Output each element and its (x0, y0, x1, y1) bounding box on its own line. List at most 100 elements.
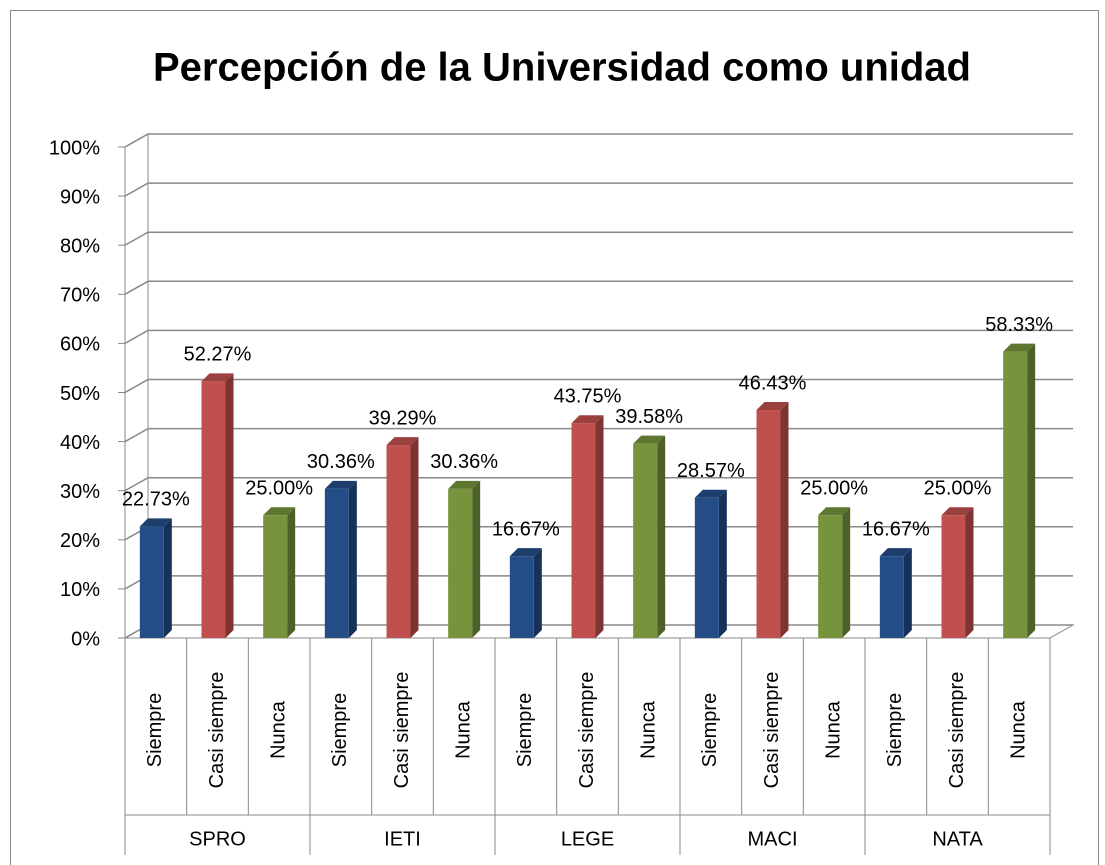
group-label: SPRO (189, 828, 246, 850)
bar-side (780, 402, 789, 638)
category-label: Nunca (1007, 700, 1029, 759)
category-label: Siempre (514, 693, 536, 767)
category-label: Siempre (884, 693, 906, 767)
bar-side (718, 489, 727, 638)
bar-top (756, 402, 789, 411)
bar-side (225, 373, 234, 638)
bar (201, 381, 226, 638)
y-tick-label: 90% (60, 186, 100, 208)
bar-top (818, 507, 851, 516)
bar (756, 410, 781, 638)
y-tick-label: 60% (60, 334, 100, 356)
bar-top (633, 435, 666, 444)
category-label: Nunca (822, 700, 844, 759)
data-label: 30.36% (430, 451, 498, 473)
grid-line (124, 329, 1073, 345)
bar-side (533, 548, 542, 638)
group-label: NATA (932, 828, 983, 850)
data-label: 22.73% (122, 489, 190, 511)
data-label: 16.67% (862, 518, 930, 540)
data-label: 39.29% (369, 407, 437, 429)
bar-side (657, 435, 666, 638)
bar (263, 515, 288, 638)
category-label: Siempre (329, 693, 351, 767)
category-label: Casi siempre (206, 672, 228, 789)
bar-top (571, 415, 604, 424)
chart-title: Percepción de la Universidad como unidad (153, 46, 971, 90)
bar-top (324, 480, 357, 489)
category-label: Nunca (637, 700, 659, 759)
category-label: Siempre (699, 693, 721, 767)
data-label: 39.58% (615, 406, 683, 428)
bar-side (163, 518, 172, 638)
data-label: 43.75% (554, 385, 622, 407)
bar-top (386, 437, 419, 446)
bar (324, 488, 349, 638)
grid-line (124, 231, 1073, 246)
data-label: 46.43% (739, 372, 807, 394)
category-label: Casi siempre (391, 672, 413, 789)
grid-line (124, 280, 1073, 295)
bar-side (472, 480, 481, 638)
y-tick-label: 30% (60, 481, 100, 503)
category-label: Nunca (267, 700, 289, 759)
bar-top (1003, 343, 1036, 352)
bar-side (965, 507, 974, 638)
data-label: 25.00% (800, 478, 868, 500)
y-tick-label: 50% (60, 383, 100, 405)
data-label: 52.27% (184, 344, 252, 366)
y-tick-label: 100% (49, 137, 100, 159)
bar (571, 423, 596, 638)
data-label: 28.57% (677, 460, 745, 482)
bar (386, 445, 411, 638)
bar (448, 488, 473, 638)
y-tick-label: 0% (71, 628, 100, 650)
bar-side (595, 415, 604, 638)
bar-top (879, 548, 912, 557)
y-tick-label: 20% (60, 530, 100, 552)
bar-top (941, 507, 974, 516)
data-label: 30.36% (307, 451, 375, 473)
bar (879, 556, 904, 638)
category-label: Siempre (144, 693, 166, 767)
group-label: IETI (384, 828, 421, 850)
grid-line (124, 133, 1073, 148)
group-label: LEGE (561, 828, 614, 850)
bar-side (348, 480, 357, 638)
bar-top (448, 480, 481, 489)
bar-top (201, 373, 234, 382)
category-label: Casi siempre (946, 672, 968, 789)
category-label: Nunca (452, 700, 474, 759)
bar-top (694, 489, 727, 498)
bar (941, 515, 966, 638)
data-label: 25.00% (245, 478, 313, 500)
bar (633, 443, 658, 638)
group-label: MACI (748, 828, 798, 850)
bar (139, 526, 164, 638)
grid-line (124, 182, 1073, 197)
bar-top (139, 518, 172, 527)
category-label: Casi siempre (576, 672, 598, 789)
bar (818, 515, 843, 638)
category-label: Casi siempre (761, 672, 783, 789)
bar (1003, 351, 1028, 638)
bar (694, 497, 719, 638)
bar-top (509, 548, 542, 557)
bar (509, 556, 534, 638)
bar-side (287, 507, 296, 638)
y-tick-label: 80% (60, 235, 100, 257)
data-label: 25.00% (924, 478, 992, 500)
data-label: 58.33% (985, 314, 1053, 336)
bar-side (1027, 343, 1036, 638)
grid-line (124, 378, 1073, 394)
data-label: 16.67% (492, 518, 560, 540)
bar-side (410, 437, 419, 638)
chart-frame (10, 10, 1099, 865)
bar-side (842, 507, 851, 638)
bar-top (263, 507, 296, 516)
y-tick-label: 10% (60, 579, 100, 601)
bar-side (903, 548, 912, 638)
y-tick-label: 40% (60, 432, 100, 454)
y-tick-label: 70% (60, 285, 100, 307)
